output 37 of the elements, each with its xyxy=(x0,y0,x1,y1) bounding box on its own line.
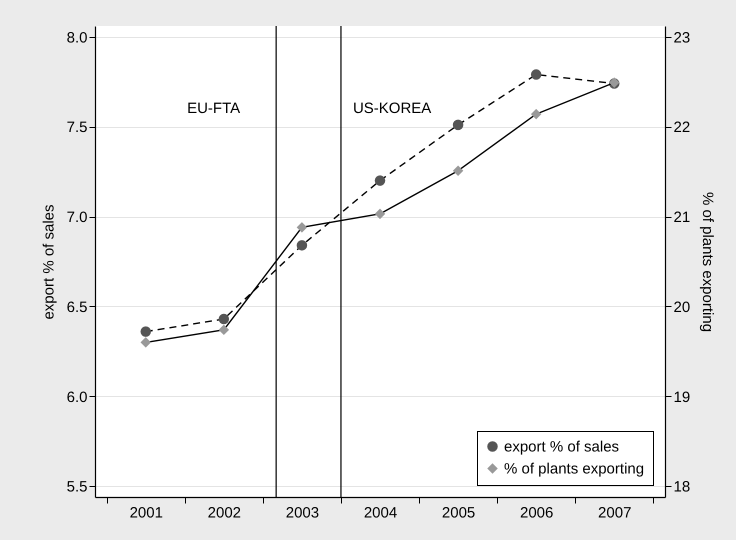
y2-tick-label: 21 xyxy=(674,209,690,226)
y-axis-title: export % of sales xyxy=(40,204,58,320)
point xyxy=(218,324,230,336)
legend-label: export % of sales xyxy=(504,438,620,456)
ref-line-label: US-KOREA xyxy=(352,100,432,117)
point xyxy=(452,120,464,130)
y2-tick-label: 20 xyxy=(674,298,690,316)
y2-tick-label: 23 xyxy=(674,29,690,46)
point xyxy=(140,337,151,348)
ref-line-label: EU-FTA xyxy=(187,100,240,117)
y2-axis-title: % of plants exporting xyxy=(699,192,716,332)
point xyxy=(296,222,308,233)
point xyxy=(530,69,542,80)
point xyxy=(452,165,464,176)
y2-tick-label: 19 xyxy=(674,388,690,406)
point xyxy=(530,108,542,120)
point xyxy=(218,314,230,324)
x-tick-label: 2004 xyxy=(364,504,398,522)
x-tick-label: 2005 xyxy=(442,504,476,522)
y2-tick-label: 18 xyxy=(674,478,690,496)
point xyxy=(296,240,308,251)
y-tick-label: 8.0 xyxy=(66,29,88,46)
x-tick-label: 2006 xyxy=(520,504,554,522)
y-tick-label: 7.5 xyxy=(66,119,88,136)
point xyxy=(374,208,386,220)
y-tick-label: 5.5 xyxy=(66,478,88,496)
x-tick-label: 2001 xyxy=(130,504,163,522)
y-tick-label: 6.0 xyxy=(66,388,88,406)
y-tick-label: 7.0 xyxy=(66,209,88,226)
x-tick-label: 2003 xyxy=(286,504,320,522)
legend-label: % of plants exporting xyxy=(504,460,644,478)
point xyxy=(374,175,386,186)
x-tick-label: 2007 xyxy=(598,504,632,522)
y-tick-label: 6.5 xyxy=(66,298,88,316)
point xyxy=(140,326,151,337)
x-tick-label: 2002 xyxy=(208,504,242,522)
y2-tick-label: 22 xyxy=(674,119,690,136)
